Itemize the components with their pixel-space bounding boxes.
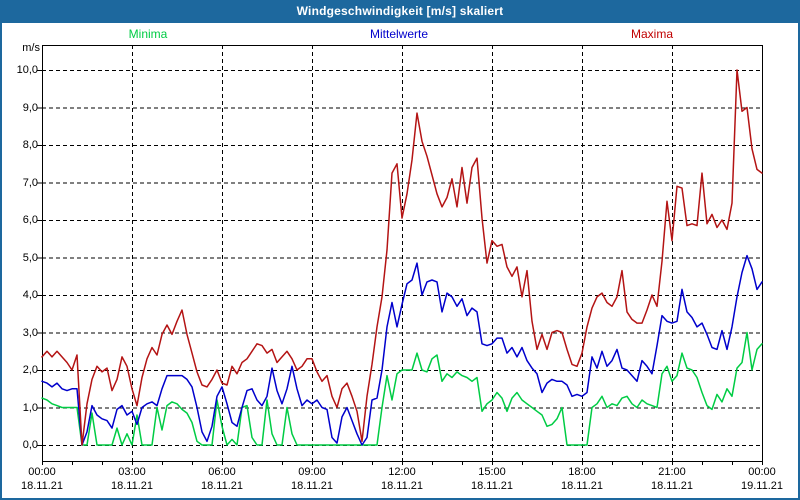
- x-tick-date-label: 18.11.21: [650, 480, 693, 492]
- x-tick-date-label: 18.11.21: [560, 480, 603, 492]
- legend-item-mittelwerte: Mittelwerte: [369, 27, 429, 41]
- x-tick-date-label: 18.11.21: [200, 480, 243, 492]
- x-tick-time-label: 18:00: [568, 466, 596, 478]
- series-mittelwerte: [41, 254, 763, 446]
- y-tick-label: 1,0: [22, 401, 38, 414]
- y-tick-label: 3,0: [22, 326, 38, 339]
- x-tick-time-label: 00:00: [28, 466, 56, 478]
- x-tick-time-label: 03:00: [118, 466, 146, 478]
- x-tick-time-label: 15:00: [478, 466, 506, 478]
- y-tick-label: 5,0: [22, 251, 38, 264]
- y-tick-label: 8,0: [22, 139, 38, 151]
- legend-item-maxima: Maxima: [630, 27, 674, 41]
- x-tick-date-label: 18.11.21: [290, 480, 333, 492]
- y-tick-label: 7,0: [22, 176, 38, 189]
- y-tick-label: 2,0: [22, 364, 38, 376]
- x-tick-time-label: 12:00: [388, 466, 416, 478]
- y-tick-label: 10,0: [16, 64, 38, 76]
- x-tick-time-label: 21:00: [658, 466, 686, 478]
- window-title: Windgeschwindigkeit [m/s] skaliert: [2, 2, 798, 23]
- legend-item-minima: Minima: [128, 27, 168, 41]
- x-tick-time-label: 00:00: [748, 466, 776, 478]
- series-maxima: [41, 69, 763, 446]
- y-tick-label: 4,0: [22, 289, 38, 301]
- x-tick-date-label: 18.11.21: [380, 480, 423, 492]
- y-axis-unit-label: m/s: [22, 42, 40, 54]
- y-tick-label: 9,0: [22, 101, 38, 114]
- y-tick-label: 6,0: [22, 214, 38, 226]
- x-tick-date-label: 19.11.21: [740, 480, 783, 492]
- x-tick-date-label: 18.11.21: [470, 480, 513, 492]
- series-minima: [41, 331, 763, 446]
- y-tick-label: 0,0: [22, 439, 38, 451]
- x-tick-date-label: 18.11.21: [20, 480, 63, 492]
- x-tick-date-label: 18.11.21: [110, 480, 153, 492]
- x-tick-time-label: 06:00: [208, 466, 236, 478]
- x-tick-time-label: 09:00: [298, 466, 326, 478]
